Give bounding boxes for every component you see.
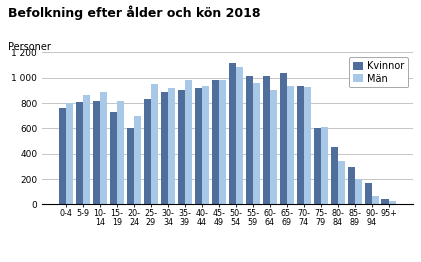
Bar [270,90,277,204]
Text: Befolkning efter ålder och kön 2018: Befolkning efter ålder och kön 2018 [8,5,261,20]
Bar [59,108,66,204]
Bar [178,90,185,204]
Bar [297,86,304,204]
Bar [263,76,270,204]
Bar [246,77,253,204]
Bar [195,88,202,204]
Bar [127,128,134,204]
Bar [389,201,396,204]
Bar [381,199,389,204]
Bar [117,101,124,204]
Bar [93,101,100,204]
Bar [354,179,362,204]
Bar [330,147,338,204]
Bar [236,67,243,204]
Bar [151,84,158,204]
Bar [212,80,219,204]
Bar [202,86,209,204]
Legend: Kvinnor, Män: Kvinnor, Män [349,57,408,88]
Bar [161,92,168,204]
Bar [110,112,117,204]
Bar [76,102,83,204]
Bar [134,116,141,204]
Bar [229,63,236,204]
Bar [280,73,287,204]
Bar [347,167,354,204]
Bar [287,86,294,204]
Bar [304,86,311,204]
Bar [314,128,321,204]
Bar [372,196,379,204]
Text: Personer: Personer [8,42,51,52]
Bar [66,103,73,204]
Bar [253,83,260,204]
Bar [83,95,90,204]
Bar [338,161,345,204]
Bar [219,80,226,204]
Bar [100,92,107,204]
Bar [144,99,151,204]
Bar [185,80,192,204]
Bar [168,88,175,204]
Bar [365,183,372,204]
Bar [321,127,328,204]
